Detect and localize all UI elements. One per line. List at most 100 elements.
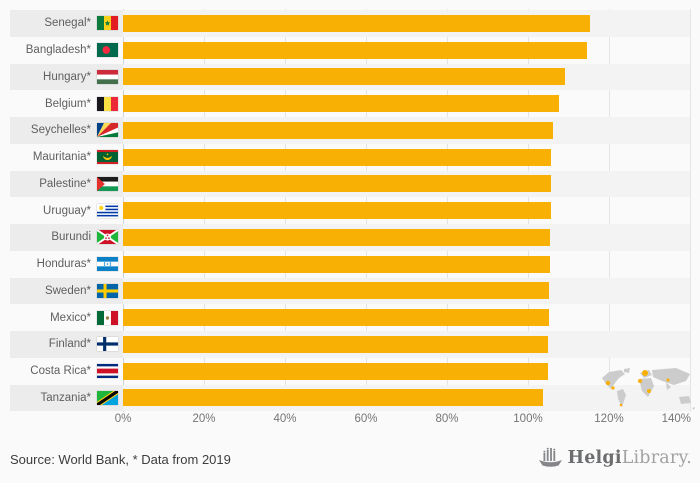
table-row: Mauritania* xyxy=(10,144,690,171)
table-row: Palestine* xyxy=(10,170,690,198)
country-label: Tanzania* xyxy=(40,391,91,404)
value-bar[interactable] xyxy=(123,14,590,32)
x-tick-label-60: 60% xyxy=(354,413,378,425)
plot-cell xyxy=(123,224,690,251)
flag-senegal-icon xyxy=(97,16,118,31)
value-bar[interactable] xyxy=(123,335,549,353)
flag-mauritania-icon xyxy=(97,150,118,165)
country-label: Honduras* xyxy=(36,258,91,271)
category-label-cell: Hungary* xyxy=(10,63,123,91)
value-bar[interactable] xyxy=(123,121,553,139)
plot-cell xyxy=(123,90,690,117)
value-bar[interactable] xyxy=(123,228,551,246)
country-label: Belgium* xyxy=(44,97,91,110)
category-label-cell: Palestine* xyxy=(10,170,123,198)
table-row: Mexico* xyxy=(10,304,690,331)
value-bar[interactable] xyxy=(123,148,552,166)
table-row: Tanzania* xyxy=(10,384,690,412)
x-tick-label-80: 80% xyxy=(435,413,459,425)
category-label-cell: Belgium* xyxy=(10,90,123,117)
x-tick-label-120: 120% xyxy=(594,413,624,425)
plot-cell xyxy=(123,37,690,64)
country-label: Hungary* xyxy=(43,70,91,83)
value-bar[interactable] xyxy=(123,175,552,193)
x-tick-label-40: 40% xyxy=(273,413,297,425)
bar-rows: Senegal* Bangladesh* Hungary* Belgium* xyxy=(10,10,690,412)
category-label-cell: Sweden* xyxy=(10,277,123,305)
flag-costa_rica-icon xyxy=(97,364,118,379)
flag-tanzania-icon xyxy=(97,390,118,405)
plot-cell xyxy=(123,63,690,91)
flag-honduras-icon xyxy=(97,257,118,272)
value-bar[interactable] xyxy=(123,202,551,220)
category-label-cell: Burundi xyxy=(10,224,123,251)
x-tick-label-100: 100% xyxy=(513,413,543,425)
value-bar[interactable] xyxy=(123,309,549,327)
value-bar[interactable] xyxy=(123,282,550,300)
gridline-140 xyxy=(690,9,691,412)
country-label: Burundi xyxy=(51,231,91,244)
country-label: Costa Rica* xyxy=(30,365,91,378)
flag-burundi-icon xyxy=(97,230,118,245)
category-label-cell: Costa Rica* xyxy=(10,358,123,385)
plot-cell xyxy=(123,331,690,358)
category-label-cell: Tanzania* xyxy=(10,384,123,412)
logo-text-helgi: Helgi xyxy=(567,448,622,468)
flag-seychelles-icon xyxy=(97,123,118,138)
table-row: Senegal* xyxy=(10,10,690,37)
country-label: Mexico* xyxy=(50,311,91,324)
country-label: Sweden* xyxy=(44,284,91,297)
table-row: Seychelles* xyxy=(10,117,690,144)
value-bar[interactable] xyxy=(123,362,548,380)
value-bar[interactable] xyxy=(123,95,560,113)
flag-mexico-icon xyxy=(97,310,118,325)
country-label: Palestine* xyxy=(39,177,91,190)
country-label: Bangladesh* xyxy=(25,44,91,57)
table-row: Bangladesh* xyxy=(10,37,690,64)
plot-cell xyxy=(123,117,690,144)
table-row: Belgium* xyxy=(10,90,690,117)
plot-cell xyxy=(123,384,690,412)
x-tick-label-0: 0% xyxy=(114,413,132,425)
flag-palestine-icon xyxy=(97,176,118,191)
country-label: Mauritania* xyxy=(32,151,91,164)
table-row: Costa Rica* xyxy=(10,358,690,385)
flag-sweden-icon xyxy=(97,283,118,298)
plot-cell xyxy=(123,170,690,198)
x-axis: 0% 20% 40% 60% 80% 100% 120% 140% xyxy=(115,413,691,429)
table-row: Honduras* xyxy=(10,251,690,278)
country-label: Finland* xyxy=(48,338,91,351)
plot-cell xyxy=(123,144,690,171)
category-label-cell: Mauritania* xyxy=(10,144,123,171)
plot-cell xyxy=(123,304,690,331)
plot-cell xyxy=(123,277,690,305)
category-label-cell: Finland* xyxy=(10,331,123,358)
value-bar[interactable] xyxy=(123,389,543,407)
plot-cell xyxy=(123,358,690,385)
category-label-cell: Uruguay* xyxy=(10,197,123,224)
x-tick-label-140: 140% xyxy=(661,413,691,425)
table-row: Sweden* xyxy=(10,277,690,305)
table-row: Burundi xyxy=(10,224,690,251)
logo-text-library: Library. xyxy=(621,448,692,468)
plot-cell xyxy=(123,251,690,278)
plot-cell xyxy=(123,10,690,37)
helgi-library-logo[interactable]: HelgiLibrary. xyxy=(538,447,692,469)
table-row: Hungary* xyxy=(10,63,690,91)
x-tick-label-20: 20% xyxy=(192,413,216,425)
category-label-cell: Bangladesh* xyxy=(10,37,123,64)
value-bar[interactable] xyxy=(123,68,566,86)
flag-belgium-icon xyxy=(97,96,118,111)
category-label-cell: Mexico* xyxy=(10,304,123,331)
country-label: Seychelles* xyxy=(30,124,91,137)
category-label-cell: Senegal* xyxy=(10,10,123,37)
plot-cell xyxy=(123,197,690,224)
ship-icon xyxy=(538,447,563,469)
table-row: Finland* xyxy=(10,331,690,358)
category-label-cell: Honduras* xyxy=(10,251,123,278)
flag-uruguay-icon xyxy=(97,203,118,218)
value-bar[interactable] xyxy=(123,255,550,273)
flag-bangladesh-icon xyxy=(97,43,118,58)
value-bar[interactable] xyxy=(123,41,587,59)
